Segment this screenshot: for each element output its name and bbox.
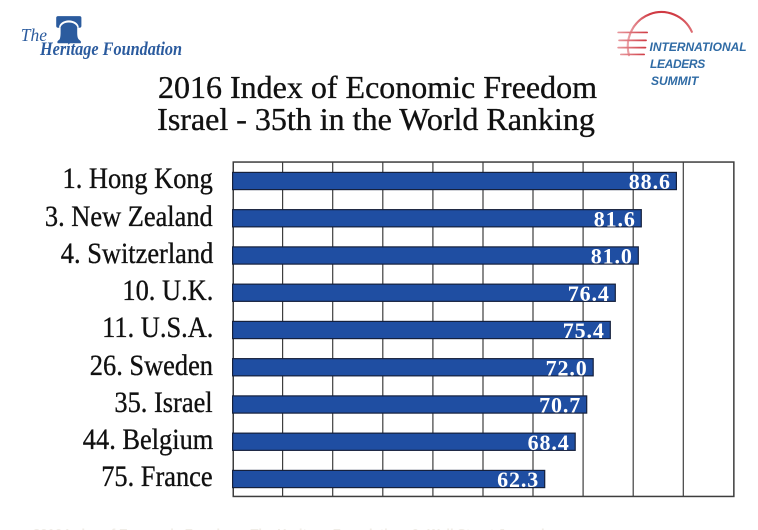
svg-text:76.4: 76.4	[568, 281, 610, 306]
svg-text:75.4: 75.4	[563, 318, 605, 343]
svg-text:72.0: 72.0	[546, 355, 588, 380]
svg-text:81.0: 81.0	[591, 244, 633, 269]
svg-text:68.4: 68.4	[528, 430, 570, 455]
svg-text:62.3: 62.3	[497, 467, 539, 492]
svg-text:88.6: 88.6	[629, 169, 671, 194]
svg-text:81.6: 81.6	[594, 206, 636, 231]
svg-text:70.7: 70.7	[539, 393, 581, 418]
